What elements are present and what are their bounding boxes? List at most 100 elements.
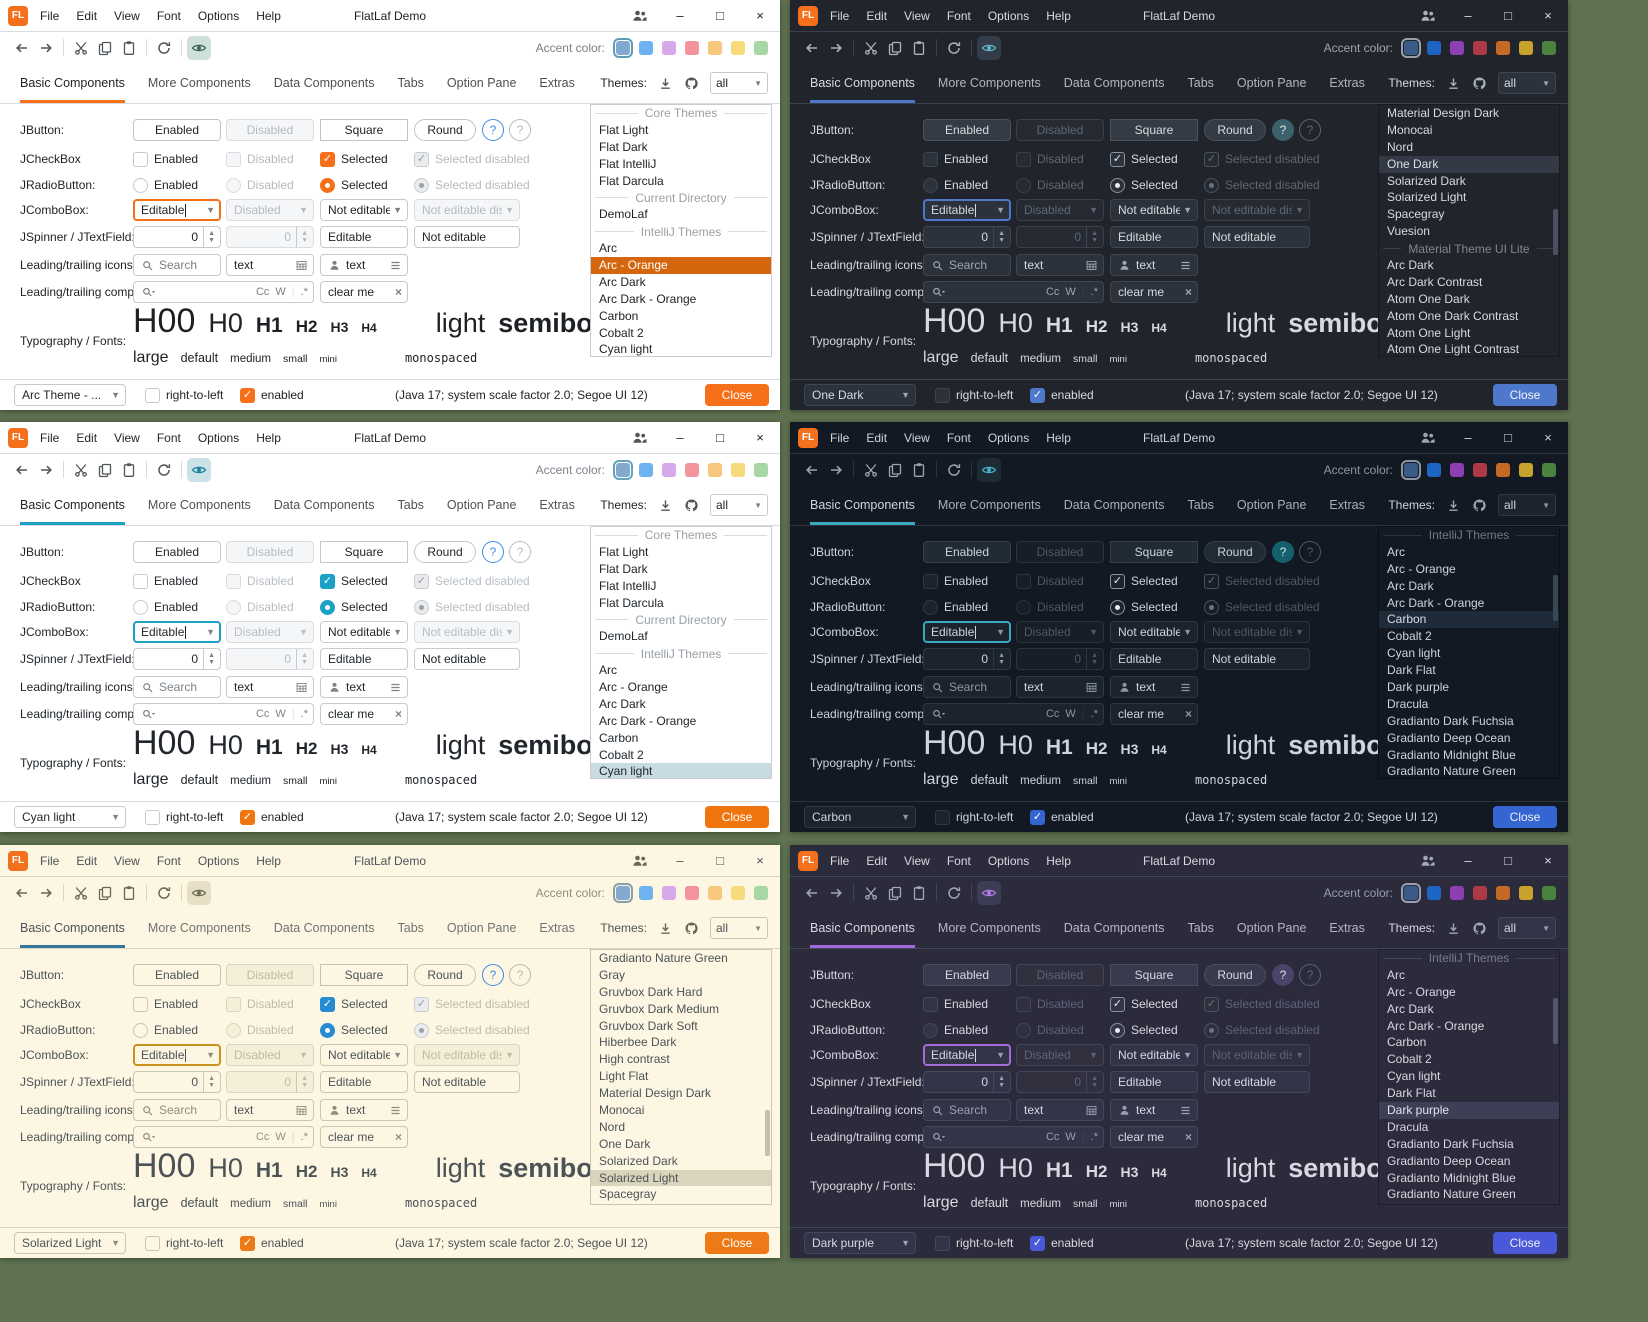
theme-item-carbon[interactable]: Carbon [1387, 1035, 1427, 1050]
checkbox-enabled[interactable]: Enabled [923, 570, 1011, 592]
clearable-input[interactable]: clear me × [320, 703, 408, 725]
help-outline-button[interactable]: ? [509, 964, 531, 986]
menu-font[interactable]: Font [946, 430, 971, 445]
tab-basic-components[interactable]: Basic Components [20, 63, 125, 103]
menu-font[interactable]: Font [156, 430, 181, 445]
menu-file[interactable]: File [40, 430, 60, 445]
spinner-arrows-icon[interactable]: ▲ ▼ [203, 1072, 215, 1092]
forward-icon[interactable] [824, 36, 848, 60]
help-outline-button[interactable]: ? [1299, 119, 1321, 141]
theme-item-cobalt-2[interactable]: Cobalt 2 [599, 747, 644, 762]
tab-basic-components[interactable]: Basic Components [20, 485, 125, 525]
menu-edit[interactable]: Edit [866, 853, 888, 868]
whole-word-icon[interactable]: W [1065, 1131, 1076, 1143]
help-outline-button[interactable]: ? [1299, 964, 1321, 986]
minimize-button[interactable]: – [676, 430, 684, 445]
theme-item-gradianto-nature-green[interactable]: Gradianto Nature Green [1387, 1187, 1516, 1202]
github-icon[interactable] [684, 76, 699, 91]
spinner-arrows-icon[interactable]: ▲ ▼ [993, 649, 1005, 669]
theme-item-nord[interactable]: Nord [599, 1119, 626, 1134]
accent-swatch-7[interactable] [1542, 462, 1556, 477]
theme-item-cobalt-2[interactable]: Cobalt 2 [1387, 629, 1432, 644]
users-icon[interactable] [1408, 422, 1448, 453]
enabled-button[interactable]: Enabled [923, 964, 1011, 986]
checkbox-selected[interactable]: ✓ Selected [320, 993, 408, 1015]
themes-list[interactable]: IntelliJ Themes Arc Arc - Orange Arc Dark Ar… [1378, 949, 1560, 1205]
match-case-icon[interactable]: Cc [1045, 1131, 1060, 1143]
theme-item-solarized-dark[interactable]: Solarized Dark [599, 1153, 678, 1168]
help-outline-button[interactable]: ? [509, 541, 531, 563]
tab-extras[interactable]: Extras [539, 498, 575, 512]
tab-more-components[interactable]: More Components [147, 921, 251, 935]
theme-item-dracula[interactable]: Dracula [1387, 696, 1429, 711]
match-case-icon[interactable]: Cc [255, 1131, 270, 1143]
theme-item-demolaf[interactable]: DemoLaf [599, 207, 648, 222]
theme-item-cyan-light[interactable]: Cyan light [1387, 646, 1441, 661]
accent-swatch-2[interactable] [639, 462, 653, 477]
radio-selected[interactable]: Selected [320, 174, 408, 196]
refresh-icon[interactable] [152, 36, 176, 60]
table-icon[interactable] [295, 681, 308, 694]
search-dropdown-icon[interactable] [141, 286, 156, 299]
regex-icon[interactable]: .* [300, 286, 308, 298]
accent-swatch-1[interactable] [613, 37, 633, 58]
menu-options[interactable]: Options [197, 853, 240, 868]
theme-item-monocai[interactable]: Monocai [1387, 122, 1433, 137]
text-input-user[interactable]: text [1110, 254, 1198, 276]
accent-swatch-1[interactable] [1401, 37, 1421, 58]
square-button[interactable]: Square [320, 964, 408, 986]
textfield-editable[interactable]: Editable [1110, 226, 1198, 248]
minimize-button[interactable]: – [676, 8, 684, 23]
help-outline-button[interactable]: ? [509, 119, 531, 141]
theme-item-gradianto-nature-green[interactable]: Gradianto Nature Green [599, 951, 728, 965]
accent-swatch-1[interactable] [613, 882, 633, 903]
regex-icon[interactable]: .* [1090, 286, 1098, 298]
maximize-button[interactable]: □ [716, 430, 724, 445]
text-input-calendar[interactable]: text [1016, 254, 1104, 276]
tab-option-pane[interactable]: Option Pane [1236, 498, 1307, 512]
clearable-input[interactable]: clear me × [1110, 281, 1198, 303]
theme-item-hiberbee-dark[interactable]: Hiberbee Dark [599, 1035, 677, 1050]
theme-item-arc-dark[interactable]: Arc Dark [1387, 258, 1434, 273]
help-button[interactable]: ? [1272, 119, 1294, 141]
theme-item-gruvbox-dark-hard[interactable]: Gruvbox Dark Hard [599, 984, 703, 999]
theme-item-one-dark[interactable]: One Dark [1379, 155, 1559, 173]
maximize-button[interactable]: □ [1504, 430, 1512, 445]
refresh-icon[interactable] [942, 881, 966, 905]
clear-icon[interactable]: × [1184, 285, 1192, 299]
enabled-checkbox[interactable]: ✓ enabled [1030, 384, 1094, 406]
theme-item-gruvbox-dark-medium[interactable]: Gruvbox Dark Medium [599, 1001, 720, 1016]
right-to-left-checkbox[interactable]: right-to-left [145, 1232, 223, 1254]
tab-extras[interactable]: Extras [539, 921, 575, 935]
clearable-input[interactable]: clear me × [320, 281, 408, 303]
text-input-user[interactable]: text [1110, 676, 1198, 698]
refresh-icon[interactable] [942, 458, 966, 482]
round-button[interactable]: Round [1204, 541, 1266, 563]
close-window-button[interactable]: × [756, 8, 764, 23]
accent-swatch-5[interactable] [1496, 885, 1510, 900]
maximize-button[interactable]: □ [716, 853, 724, 868]
search-input[interactable]: Search [923, 254, 1011, 276]
tab-tabs[interactable]: Tabs [1187, 498, 1214, 512]
checkbox-enabled[interactable]: Enabled [923, 993, 1011, 1015]
theme-item-material-design-dark[interactable]: Material Design Dark [599, 1086, 712, 1101]
accent-swatch-5[interactable] [708, 40, 722, 55]
accent-swatch-5[interactable] [1496, 462, 1510, 477]
text-input-user[interactable]: text [320, 254, 408, 276]
accent-swatch-5[interactable] [708, 885, 722, 900]
tab-data-components[interactable]: Data Components [273, 76, 375, 90]
menu-font[interactable]: Font [946, 853, 971, 868]
close-button[interactable]: Close [705, 1232, 769, 1254]
table-icon[interactable] [1085, 681, 1098, 694]
theme-item-arc[interactable]: Arc [1387, 967, 1405, 982]
radio-enabled[interactable]: Enabled [923, 174, 1011, 196]
combobox-not-editable[interactable]: Not editable ▼ [320, 199, 408, 221]
eye-toggle-icon[interactable] [187, 457, 211, 482]
enabled-button[interactable]: Enabled [923, 119, 1011, 141]
whole-word-icon[interactable]: W [275, 1131, 286, 1143]
github-icon[interactable] [1472, 498, 1487, 513]
whole-word-icon[interactable]: W [275, 708, 286, 720]
textfield-editable[interactable]: Editable [320, 226, 408, 248]
clear-icon[interactable]: × [1184, 707, 1192, 721]
download-icon[interactable] [1446, 498, 1461, 513]
